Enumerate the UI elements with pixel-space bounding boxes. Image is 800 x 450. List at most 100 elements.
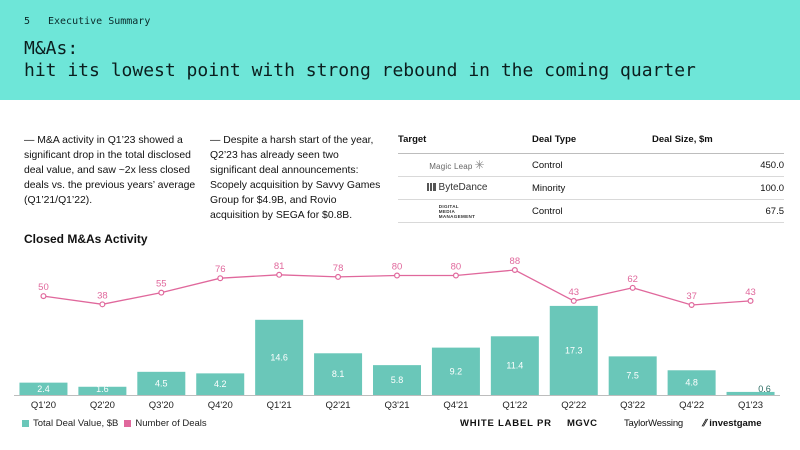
deal-size-cell: 100.0 xyxy=(652,176,784,200)
deals-point xyxy=(570,297,577,304)
deals-value-label: 50 xyxy=(38,282,49,293)
table-row: Magic Leap ✳ Control 450.0 xyxy=(398,153,784,177)
column-header-deal-size: Deal Size, $m xyxy=(652,131,784,154)
digital-media-management-logo: DIGITAL MEDIA MANAGEMENT xyxy=(438,203,476,219)
deals-point xyxy=(394,272,401,279)
deals-value-label: 38 xyxy=(97,290,108,301)
deals-value-label: 80 xyxy=(392,261,403,272)
deals-point xyxy=(335,273,342,280)
deal-type-cell: Minority xyxy=(516,176,652,200)
x-tick-label: Q4'20 xyxy=(208,400,233,411)
deals-point xyxy=(99,301,106,308)
x-tick-label: Q3'20 xyxy=(149,400,174,411)
deal-type-cell: Control xyxy=(516,153,652,177)
page-number: 5 xyxy=(24,16,31,27)
deals-value-label: 37 xyxy=(686,291,697,302)
bar xyxy=(667,370,716,395)
bar xyxy=(373,365,421,395)
deals-point xyxy=(40,293,47,300)
bar-value-label: 4.5 xyxy=(155,378,168,388)
taylor-wessing-logo: TaylorWessing xyxy=(624,418,683,429)
deals-value-label: 43 xyxy=(745,287,756,298)
chart-title: Closed M&As Activity xyxy=(24,232,148,246)
deals-value-label: 76 xyxy=(215,264,226,275)
x-tick-label: Q1'22 xyxy=(502,400,527,411)
deals-point xyxy=(158,289,165,296)
deals-value-label: 78 xyxy=(333,263,344,274)
bar xyxy=(726,391,775,395)
table-header-row: Target Deal Type Deal Size, $m xyxy=(398,131,784,154)
deals-point xyxy=(511,267,518,274)
table-row: DIGITAL MEDIA MANAGEMENT Control 67.5 xyxy=(398,199,784,223)
x-tick-label: Q1'23 xyxy=(738,400,763,411)
section-label: Executive Summary xyxy=(48,16,151,27)
bar xyxy=(490,336,539,395)
chart-legend: Total Deal Value, $B Number of Deals xyxy=(22,418,213,429)
x-tick-label: Q2'20 xyxy=(90,400,115,411)
bar-value-label: 4.2 xyxy=(214,379,227,389)
deals-point xyxy=(276,271,283,278)
investgame-logo: ⫽ investgame xyxy=(702,418,762,429)
deals-point xyxy=(217,275,224,282)
x-tick-label: Q3'22 xyxy=(620,400,645,411)
bar xyxy=(549,305,598,395)
deals-point xyxy=(688,302,695,309)
summary-paragraph-left: — M&A activity in Q1’23 showed a signifi… xyxy=(24,135,196,206)
legend-swatch-deal-value xyxy=(22,420,29,427)
x-tick-label: Q4'21 xyxy=(443,400,468,411)
x-tick-label: Q1'20 xyxy=(31,400,56,411)
deal-size-cell: 67.5 xyxy=(652,199,784,223)
legend-swatch-number-of-deals xyxy=(124,420,132,427)
deals-value-label: 55 xyxy=(156,279,167,290)
bar-value-label: 14.6 xyxy=(270,352,288,362)
bar xyxy=(608,356,657,395)
x-tick-label: Q1'21 xyxy=(267,400,292,411)
bar xyxy=(19,382,68,395)
bar-value-label: 2.4 xyxy=(37,384,50,394)
deals-value-label: 81 xyxy=(274,261,285,272)
deal-type-cell: Control xyxy=(516,199,652,223)
bar-value-label: 11.4 xyxy=(506,361,523,371)
page-title: M&As: hit its lowest point with strong r… xyxy=(24,38,696,81)
bar xyxy=(137,371,186,395)
x-tick-label: Q2'22 xyxy=(561,400,586,411)
legend-item-number-of-deals: Number of Deals xyxy=(124,418,207,429)
deals-point xyxy=(747,297,754,304)
header-banner: 5 Executive Summary M&As: hit its lowest… xyxy=(0,0,800,100)
table-row: ByteDance Minority 100.0 xyxy=(398,176,784,200)
bar-value-label: 8.1 xyxy=(332,369,345,379)
x-tick-label: Q2'21 xyxy=(326,400,351,411)
line-layer: 50 38 55 76 81 78 80 80 88 43 62 37 43 xyxy=(38,256,756,309)
legend-item-deal-value: Total Deal Value, $B xyxy=(22,418,118,429)
bar xyxy=(196,373,245,395)
column-header-target: Target xyxy=(398,131,516,154)
closed-mas-chart: 2.4 1.6 4.5 4.2 14.6 8.1 5.8 9.2 11.4 17.3 7.5 4.8 0… xyxy=(14,256,780,411)
deal-size-cell: 450.0 xyxy=(652,153,784,177)
bar-value-label: 7.5 xyxy=(626,371,639,381)
summary-paragraph-right: — Despite a harsh start of the year, Q2’… xyxy=(210,135,381,221)
deals-point xyxy=(452,272,459,279)
deals-value-label: 62 xyxy=(627,274,638,285)
deals-table: Target Deal Type Deal Size, $m Magic Lea… xyxy=(398,131,784,223)
bar-value-label: 4.8 xyxy=(685,378,698,388)
bar xyxy=(255,319,304,395)
bar-value-label: 5.8 xyxy=(391,375,404,385)
bar xyxy=(78,386,127,395)
bytedance-logo: ByteDance xyxy=(426,182,487,193)
deals-point xyxy=(629,284,636,291)
x-tick-label: Q3'21 xyxy=(384,400,409,411)
bars-layer: 2.4 1.6 4.5 4.2 14.6 8.1 5.8 9.2 11.4 17.3 7.5 4.8 0… xyxy=(19,305,775,395)
magic-leap-logo: Magic Leap ✳ xyxy=(429,158,485,172)
deals-value-label: 88 xyxy=(510,256,521,267)
bar-value-label: 0.6 xyxy=(758,384,771,394)
x-tick-labels: Q1'20 Q2'20 Q3'20 Q4'20 Q1'21 Q2'21 Q3'21 Q4'21… xyxy=(31,400,763,411)
x-tick-label: Q4'22 xyxy=(679,400,704,411)
bar-value-label: 9.2 xyxy=(450,366,463,376)
mgvc-logo: MGVC xyxy=(567,418,598,429)
bar xyxy=(431,347,480,395)
bar xyxy=(314,353,363,395)
white-label-pr-logo: WHITE LABEL PR xyxy=(460,418,552,429)
deals-value-label: 43 xyxy=(568,287,579,298)
deals-value-label: 80 xyxy=(451,261,462,272)
bar-value-label: 17.3 xyxy=(565,345,583,355)
